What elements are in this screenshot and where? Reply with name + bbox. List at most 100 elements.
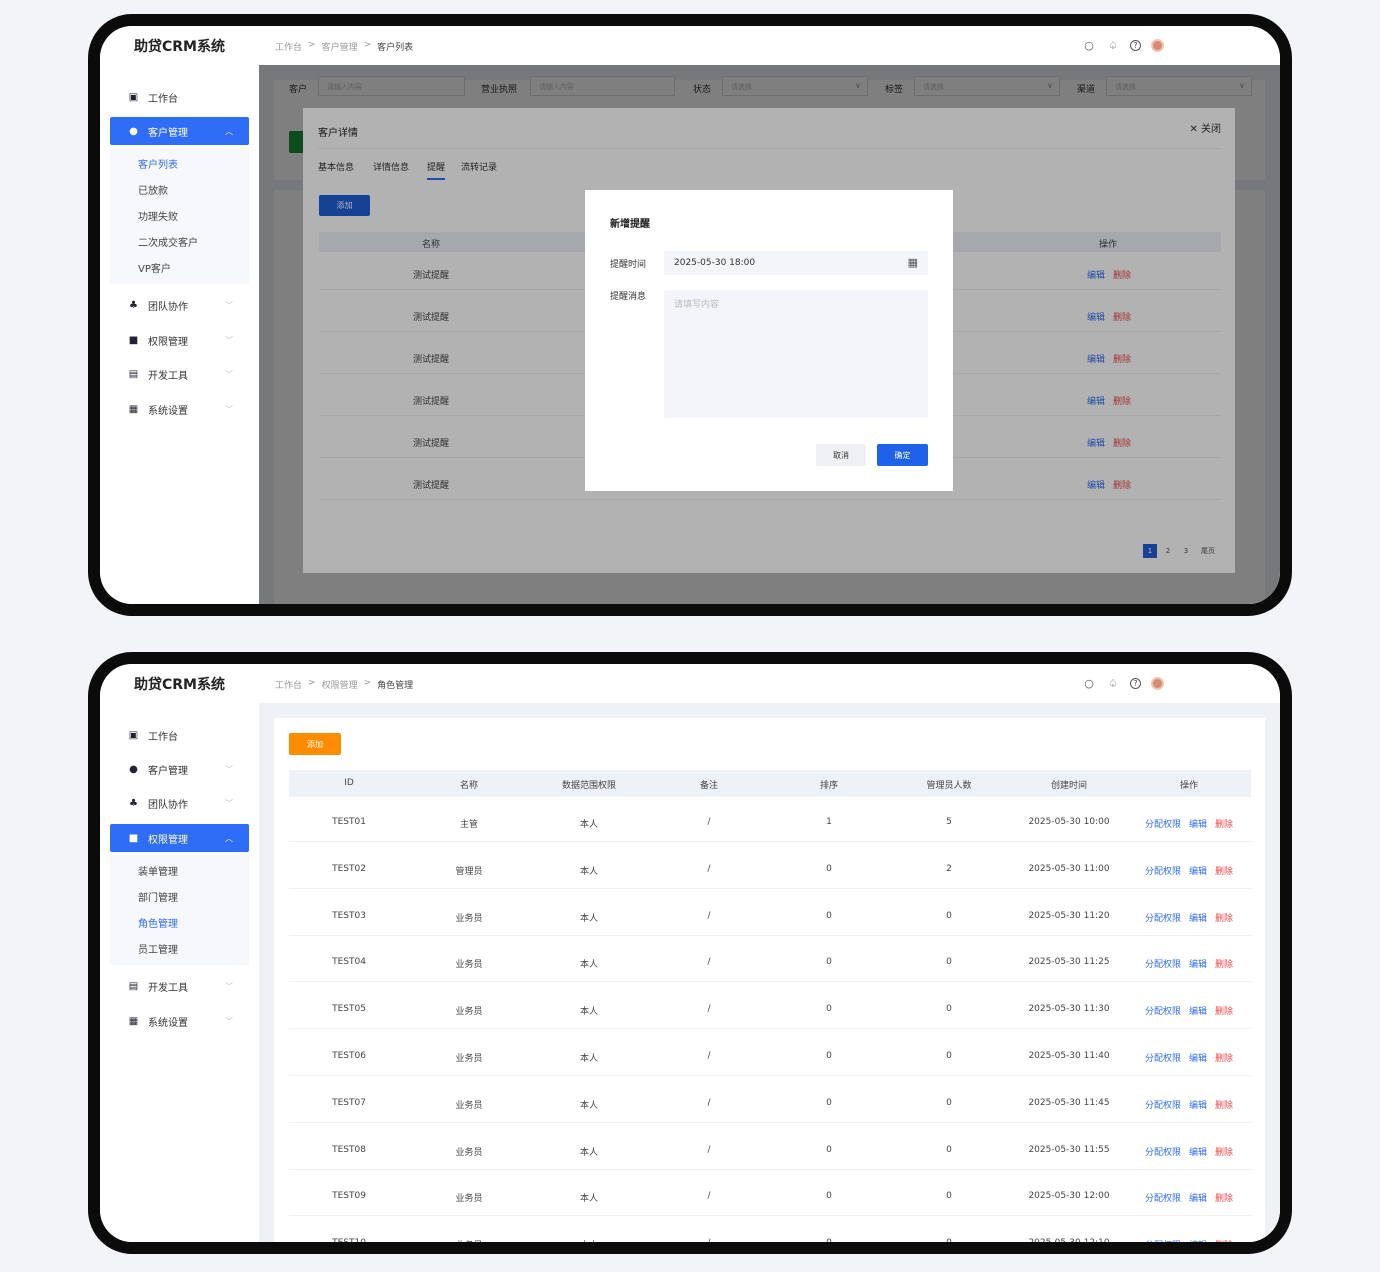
avatar[interactable] <box>1151 38 1164 52</box>
sidebar-item-1[interactable]: ● 客户管理 ︿ <box>110 117 249 146</box>
sidebar-item-4[interactable]: ▤ 开发工具 ﹀ <box>110 973 249 1001</box>
reminder-message-textarea[interactable]: 请填写内容 <box>664 290 928 418</box>
delete-link[interactable]: 删除 <box>1113 271 1132 281</box>
calendar-icon[interactable]: ▦ <box>907 256 918 269</box>
delete-link[interactable]: 删除 <box>1215 960 1234 971</box>
sidebar-item-1[interactable]: ● 客户管理 ﹀ <box>110 755 249 783</box>
edit-link[interactable]: 编辑 <box>1086 355 1105 365</box>
device-frame-roles: 助贷CRM系统 工作台 > 权限管理 > 角色管理 ○ ♤? ▣ 工作台 ● 客户管理 ﹀ ♣ 团队协… <box>88 652 1292 1254</box>
edit-link[interactable]: 编辑 <box>1188 866 1208 877</box>
avatar[interactable] <box>1151 676 1164 690</box>
delete-link[interactable]: 删除 <box>1113 481 1132 491</box>
reminder-message-label: 提醒消息 <box>610 292 647 302</box>
sidebar-item-0[interactable]: ▣ 工作台 <box>110 83 249 111</box>
edit-link[interactable]: 编辑 <box>1188 1100 1208 1111</box>
delete-link[interactable]: 删除 <box>1215 1054 1234 1064</box>
page-1[interactable]: 1 <box>1143 544 1157 558</box>
submenu-item[interactable]: 已放款 <box>138 185 168 197</box>
assign-permission-link[interactable]: 分配权限 <box>1145 1241 1181 1242</box>
edit-link[interactable]: 编辑 <box>1086 271 1105 281</box>
edit-link[interactable]: 编辑 <box>1086 481 1105 491</box>
breadcrumb-item[interactable]: 客户管理 <box>321 43 358 53</box>
sidebar-item-2[interactable]: ♣ 团队协作 ﹀ <box>110 790 249 818</box>
tab-2[interactable]: 提醒 <box>427 160 446 180</box>
delete-link[interactable]: 删除 <box>1215 913 1234 924</box>
submenu-item[interactable]: 客户列表 <box>138 159 178 171</box>
divider <box>318 148 1220 149</box>
submenu-item[interactable]: 功理失败 <box>138 211 178 223</box>
search-icon[interactable]: ○ <box>1084 676 1094 690</box>
assign-permission-link[interactable]: 分配权限 <box>1144 1100 1181 1111</box>
delete-link[interactable]: 删除 <box>1215 820 1234 830</box>
page-3[interactable]: 3 <box>1183 547 1189 555</box>
edit-link[interactable]: 编辑 <box>1188 960 1208 971</box>
submenu-item[interactable]: 部门管理 <box>138 892 178 904</box>
submenu-item[interactable]: VP客户 <box>138 263 171 275</box>
edit-link[interactable]: 编辑 <box>1188 1147 1208 1158</box>
sidebar-item-4[interactable]: ▤ 开发工具 ﹀ <box>110 361 249 389</box>
breadcrumb-item[interactable]: 客户列表 <box>377 43 414 53</box>
edit-link[interactable]: 编辑 <box>1086 439 1105 449</box>
add-reminder-button[interactable]: 添加 <box>319 195 370 216</box>
assign-permission-link[interactable]: 分配权限 <box>1144 1147 1181 1158</box>
add-role-button[interactable]: 添加 <box>289 733 341 755</box>
tab-3[interactable]: 流转记录 <box>461 163 498 173</box>
edit-link[interactable]: 编辑 <box>1188 1007 1208 1018</box>
edit-link[interactable]: 编辑 <box>1086 313 1105 323</box>
edit-link[interactable]: 编辑 <box>1189 1241 1207 1242</box>
sidebar-item-3[interactable]: ■ 权限管理 ︿ <box>110 824 249 853</box>
bell-icon[interactable]: ♤ <box>1108 676 1118 690</box>
sidebar-item-0[interactable]: ▣ 工作台 <box>110 721 249 749</box>
grid-icon: ▦ <box>128 403 139 415</box>
assign-permission-link[interactable]: 分配权限 <box>1144 1194 1181 1205</box>
breadcrumb-item[interactable]: 工作台 <box>275 43 303 53</box>
assign-permission-link[interactable]: 分配权限 <box>1144 1007 1181 1018</box>
app-logo: 助贷CRM系统 <box>134 677 225 693</box>
edit-link[interactable]: 编辑 <box>1188 1054 1208 1064</box>
cell-数据范围权限: 本人 <box>579 1054 599 1064</box>
page-2[interactable]: 2 <box>1165 547 1171 555</box>
confirm-button[interactable]: 确定 <box>877 444 928 466</box>
delete-link[interactable]: 删除 <box>1113 397 1132 407</box>
assign-permission-link[interactable]: 分配权限 <box>1144 960 1181 971</box>
delete-link[interactable]: 删除 <box>1113 313 1132 323</box>
sidebar-item-5[interactable]: ▦ 系统设置 ﹀ <box>110 395 249 423</box>
submenu-item[interactable]: 角色管理 <box>138 918 178 930</box>
edit-link[interactable]: 编辑 <box>1086 397 1105 407</box>
edit-link[interactable]: 编辑 <box>1188 820 1208 830</box>
delete-link[interactable]: 删除 <box>1113 439 1132 449</box>
help-icon[interactable]: ? <box>1130 677 1141 689</box>
assign-permission-link[interactable]: 分配权限 <box>1144 820 1181 830</box>
delete-link[interactable]: 删除 <box>1215 1194 1234 1205</box>
edit-link[interactable]: 编辑 <box>1188 913 1208 924</box>
help-icon[interactable]: ? <box>1130 39 1141 51</box>
tab-1[interactable]: 详情信息 <box>373 163 410 173</box>
edit-link[interactable]: 编辑 <box>1188 1194 1208 1205</box>
tab-0[interactable]: 基本信息 <box>318 163 355 173</box>
breadcrumb-item[interactable]: 角色管理 <box>377 681 414 691</box>
delete-link[interactable]: 删除 <box>1215 1241 1233 1242</box>
cancel-button[interactable]: 取消 <box>816 444 866 466</box>
reminder-time-input[interactable]: 2025-05-30 18:00 ▦ <box>664 251 928 275</box>
sidebar-item-3[interactable]: ■ 权限管理 ﹀ <box>110 326 249 354</box>
breadcrumb-item[interactable]: 权限管理 <box>321 681 358 691</box>
delete-link[interactable]: 删除 <box>1215 866 1234 877</box>
sidebar-item-5[interactable]: ▦ 系统设置 ﹀ <box>110 1007 249 1035</box>
breadcrumb-item[interactable]: 工作台 <box>275 681 303 691</box>
submenu-item[interactable]: 二次成交客户 <box>138 237 198 249</box>
bell-icon[interactable]: ♤ <box>1108 38 1118 52</box>
assign-permission-link[interactable]: 分配权限 <box>1144 1054 1181 1064</box>
submenu-item[interactable]: 装单管理 <box>138 866 178 878</box>
delete-link[interactable]: 删除 <box>1113 355 1132 365</box>
last-page-button[interactable]: 尾页 <box>1201 547 1215 555</box>
delete-link[interactable]: 删除 <box>1215 1147 1234 1158</box>
drawer-close-button[interactable]: ✕ 关闭 <box>1189 120 1221 135</box>
delete-link[interactable]: 删除 <box>1215 1100 1234 1111</box>
sidebar-item-2[interactable]: ♣ 团队协作 ﹀ <box>110 292 249 320</box>
assign-permission-link[interactable]: 分配权限 <box>1144 866 1181 877</box>
submenu-item[interactable]: 员工管理 <box>138 944 178 956</box>
search-icon[interactable]: ○ <box>1084 38 1094 52</box>
assign-permission-link[interactable]: 分配权限 <box>1144 913 1181 924</box>
delete-link[interactable]: 删除 <box>1215 1007 1234 1018</box>
row-actions: 编辑 删除 <box>1087 478 1131 491</box>
